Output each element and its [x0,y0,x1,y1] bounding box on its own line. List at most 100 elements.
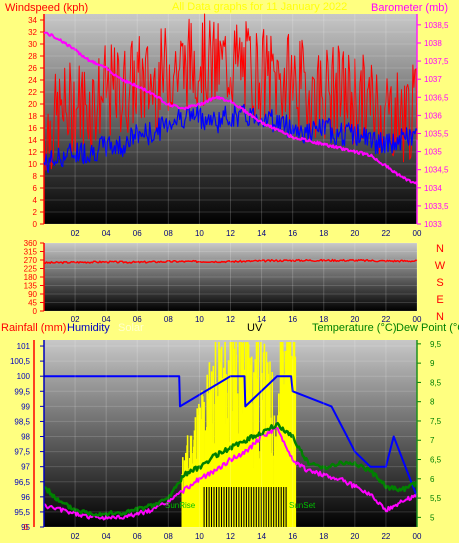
windspeed-tick-label: 12 [28,148,37,157]
barometer-tick-label: 1033,5 [424,202,449,211]
dewpoint-axis-title: Dew Point (°C [396,322,459,334]
barometer-tick-label: 1038 [424,39,442,48]
windspeed-tick-label: 8 [33,172,38,181]
x-tick-label: 04 [102,315,111,324]
compass-label: E [436,294,443,306]
windspeed-tick-label: 10 [28,160,37,169]
direction-tick-label: 180 [24,273,38,282]
windspeed-tick-label: 14 [28,136,37,145]
humidity-ticks: 95 95,5 96 96,5 97 97,5 98 98,5 99 99,5 100 100,5 10… [10,342,44,532]
x-tick-label: 20 [350,315,359,324]
x-tick-label: 02 [71,532,80,541]
x-tick-label: 12 [226,229,235,238]
wind-grid [44,19,417,225]
x-tick-label: 00 [413,532,422,541]
temperature-tick-label: 6,5 [430,456,442,465]
sunrise-label: SunRise [165,501,196,510]
windspeed-tick-label: 30 [28,40,37,49]
windspeed-tick-label: 6 [33,184,38,193]
x-tick-label: 02 [71,315,80,324]
x-tick-label: 22 [381,229,390,238]
barometer-tick-label: 1038,5 [424,21,449,30]
x-tick-label: 14 [257,315,266,324]
humidity-tick-label: 97 [21,463,30,472]
humidity-tick-label: 101 [17,342,31,351]
x-tick-label: 16 [288,229,297,238]
humidity-tick-label: 100,5 [10,357,31,366]
humidity-line [44,375,418,498]
x-tick-label: 10 [195,229,204,238]
barometer-tick-label: 1036 [424,111,442,120]
x-tick-label: 10 [195,315,204,324]
wind-direction-line [43,258,418,265]
direction-tick-label: 45 [28,299,37,308]
x-tick-label: 08 [164,315,173,324]
barometer-tick-label: 1037 [424,75,442,84]
humidity-tick-label: 98 [21,433,30,442]
direction-plot-area [44,243,417,311]
barometer-line [43,31,418,186]
windspeed-tick-label: 28 [28,52,37,61]
windspeed-tick-label: 16 [28,124,37,133]
barometer-tick-label: 1034 [424,184,442,193]
x-tick-label: 04 [102,532,111,541]
temperature-tick-label: 7 [430,436,435,445]
direction-tick-label: 0 [33,307,38,316]
windspeed-tick-label: 18 [28,112,37,121]
direction-x-ticks: 02 04 06 08 10 12 14 16 18 20 22 00 [71,243,422,324]
temperature-tick-label: 5 [430,513,435,522]
chart-title: All Data graphs for 11 January 2022 [172,1,347,13]
weather-x-ticks: 02 04 06 08 10 12 14 16 18 20 22 00 [71,340,422,541]
temperature-ticks: 5 5,5 6 6,5 7 7,5 8 8,5 9 9,5 [417,340,442,522]
x-tick-label: 04 [102,229,111,238]
barometer-tick-label: 1036,5 [424,93,449,102]
x-tick-label: 14 [257,532,266,541]
rainfall-tick-0: 0 [24,523,29,532]
temperature-tick-label: 8 [430,398,435,407]
temperature-tick-label: 5,5 [430,494,442,503]
direction-tick-label: 90 [28,290,37,299]
x-tick-label: 16 [288,315,297,324]
x-tick-label: 06 [133,315,142,324]
humidity-tick-label: 99 [21,402,30,411]
x-tick-label: 08 [164,229,173,238]
x-tick-label: 18 [319,229,328,238]
humidity-tick-label: 95 [21,523,30,532]
direction-grid [44,242,417,312]
compass-label: W [435,260,446,272]
windspeed-tick-label: 26 [28,64,37,73]
temperature-tick-label: 6 [430,475,435,484]
humidity-tick-label: 95,5 [14,508,30,517]
windspeed-tick-label: 0 [33,220,38,229]
humidity-tick-label: 100 [17,372,31,381]
humidity-tick-label: 96 [21,493,30,502]
x-tick-label: 18 [319,315,328,324]
direction-tick-label: 135 [24,282,38,291]
wind-x-ticks: 02 04 06 08 10 12 14 16 18 20 22 00 [71,14,422,238]
barometer-tick-label: 1033 [424,220,442,229]
windspeed-tick-label: 32 [28,28,37,37]
x-tick-label: 06 [133,532,142,541]
humidity-tick-label: 98,5 [14,417,30,426]
direction-tick-label: 315 [24,248,38,257]
direction-tick-label: 225 [24,265,38,274]
weather-series [43,375,418,521]
windspeed-tick-label: 22 [28,88,37,97]
temperature-tick-label: 9 [430,359,435,368]
x-tick-label: 22 [381,532,390,541]
x-tick-label: 00 [413,229,422,238]
humidity-tick-label: 96,5 [14,478,30,487]
windspeed-tick-label: 2 [33,208,38,217]
humidity-axis-title: Humidity [67,322,110,334]
compass-label: N [436,311,444,323]
barometer-axis-title: Barometer (mb) [371,2,448,14]
direction-tick-label: 270 [24,256,38,265]
uv-series [203,487,287,527]
barometer-tick-label: 1034,5 [424,166,449,175]
x-tick-label: 20 [350,229,359,238]
rainfall-axis-title: Rainfall (mm) [1,322,66,334]
temperature-line [43,421,418,517]
